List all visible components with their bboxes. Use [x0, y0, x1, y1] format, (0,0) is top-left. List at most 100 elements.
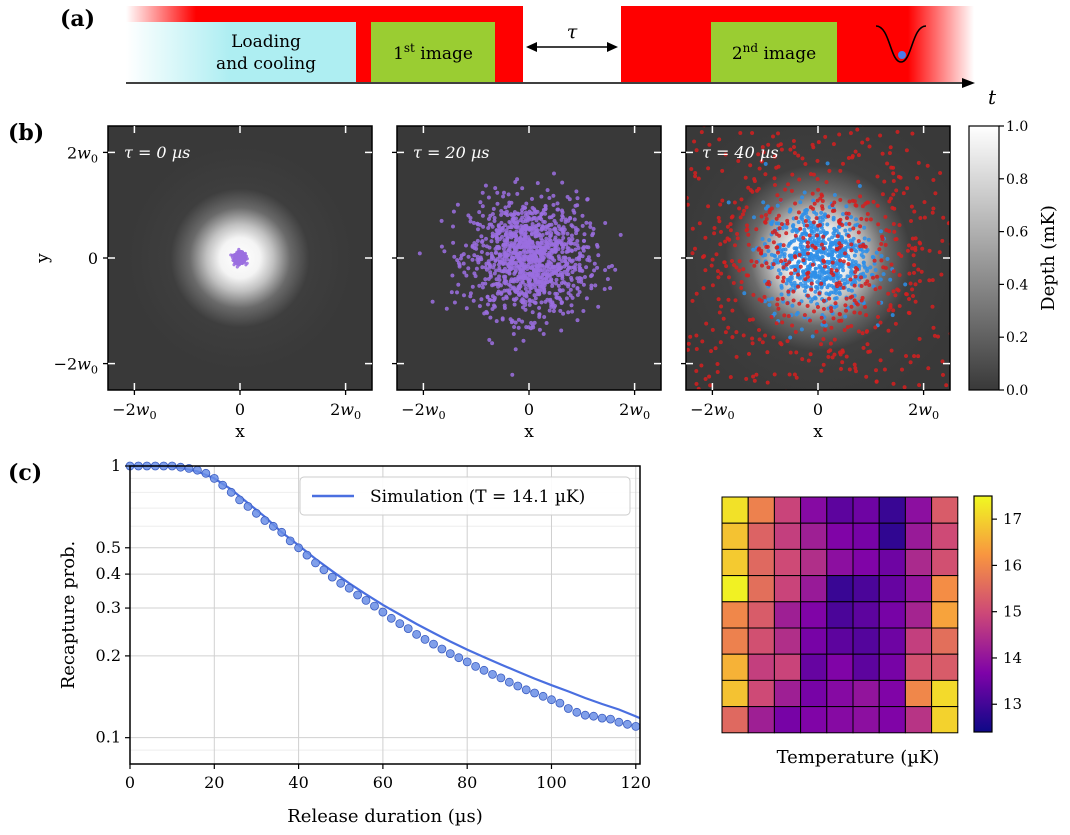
atom-point	[815, 177, 820, 182]
atom-point	[785, 221, 790, 226]
atom-point	[820, 272, 825, 277]
heatmap-cell	[826, 706, 854, 734]
atom-point	[858, 224, 863, 229]
heatmap-cell	[826, 601, 854, 629]
atom-point	[694, 291, 699, 296]
atom-point	[477, 283, 482, 288]
atom-point	[568, 287, 573, 292]
ticks-c: 0 20 40 60 80 100 120 1 0.5 0.4 0.3 0.2 0.1	[96, 456, 652, 792]
atom-point	[918, 215, 923, 220]
atom-point	[871, 275, 876, 280]
atom-point	[759, 214, 764, 219]
atom-point	[534, 218, 539, 223]
atom-point	[856, 179, 861, 184]
atom-point	[849, 215, 854, 220]
data-point	[555, 698, 565, 708]
heatmap-cell	[747, 522, 775, 550]
atom-point	[802, 404, 806, 408]
atom-point	[549, 304, 554, 309]
atom-point	[790, 303, 795, 308]
atom-point	[876, 222, 881, 227]
atom-point	[480, 190, 485, 195]
atom-point	[503, 281, 508, 286]
atom-point	[757, 337, 762, 342]
atom-point	[483, 281, 488, 286]
atom-point	[542, 315, 547, 320]
atom-point	[913, 248, 918, 253]
atom-point	[476, 260, 481, 265]
x-tick-label: −2w0	[401, 400, 445, 422]
atom-point	[728, 222, 733, 227]
atom-point	[849, 288, 854, 293]
atom-point	[506, 263, 511, 268]
atom-point	[735, 231, 740, 236]
atom-point	[562, 227, 567, 232]
atom-point	[818, 196, 823, 201]
heatmap-cell	[747, 601, 775, 629]
atom-point	[451, 209, 456, 214]
data-point	[260, 516, 270, 525]
heatmap-cell	[852, 706, 880, 734]
atom-point	[552, 171, 557, 176]
atom-point	[547, 291, 552, 296]
colorbar-tick-label: 17	[1003, 510, 1022, 528]
y-tick-label: 0	[88, 249, 98, 268]
atom-point	[495, 228, 500, 233]
atom-point	[533, 209, 538, 214]
atom-point	[439, 218, 444, 223]
heatmap-cell	[904, 653, 933, 681]
atom-point	[905, 248, 910, 253]
atom-point	[874, 368, 879, 373]
atom-point	[523, 307, 528, 312]
atom-point	[894, 188, 899, 193]
atom-point	[560, 242, 565, 247]
atom-point	[916, 267, 921, 272]
atom-point	[569, 233, 574, 238]
heatmap-cell	[878, 548, 906, 577]
atom-point	[742, 208, 747, 213]
atom-point	[790, 323, 795, 328]
atom-point	[537, 250, 542, 255]
annotation-b3: τ = 40 µs	[702, 143, 778, 162]
data-point	[631, 722, 641, 731]
atom-point	[569, 223, 574, 228]
atom-point	[788, 420, 792, 424]
heatmap-cell	[773, 522, 802, 550]
data-point	[319, 565, 329, 575]
atom-point	[765, 281, 770, 286]
atom-point	[596, 253, 601, 258]
atom-point	[837, 292, 842, 297]
atom-point	[773, 112, 777, 116]
atom-point	[468, 219, 473, 224]
atom-point	[887, 229, 892, 234]
atom-point	[888, 277, 893, 282]
atom-point	[858, 311, 863, 316]
loading-block	[126, 22, 356, 82]
atom-point	[844, 444, 848, 448]
atom-point	[549, 261, 554, 266]
atom-point	[516, 277, 521, 282]
atom-point	[777, 233, 782, 238]
atom-point	[822, 264, 827, 269]
atom-point	[538, 245, 543, 250]
atom-point	[903, 282, 908, 287]
atom-point	[591, 226, 596, 231]
atom-point	[668, 227, 672, 231]
atom-point	[843, 247, 848, 252]
atom-point	[853, 399, 857, 403]
atom-point	[716, 275, 721, 280]
heatmap-cell	[826, 627, 854, 655]
atom-point	[472, 245, 477, 250]
atoms-b3	[668, 112, 950, 448]
atom-point	[805, 284, 810, 289]
atom-point	[882, 367, 887, 372]
atom-point	[871, 199, 876, 204]
atom-point	[863, 305, 868, 310]
atom-point	[486, 259, 491, 264]
atom-point	[513, 179, 518, 184]
atom-point	[827, 205, 832, 210]
atom-point	[927, 278, 932, 283]
atom-point	[462, 293, 467, 298]
atom-point	[822, 320, 827, 325]
atom-point	[540, 268, 545, 273]
